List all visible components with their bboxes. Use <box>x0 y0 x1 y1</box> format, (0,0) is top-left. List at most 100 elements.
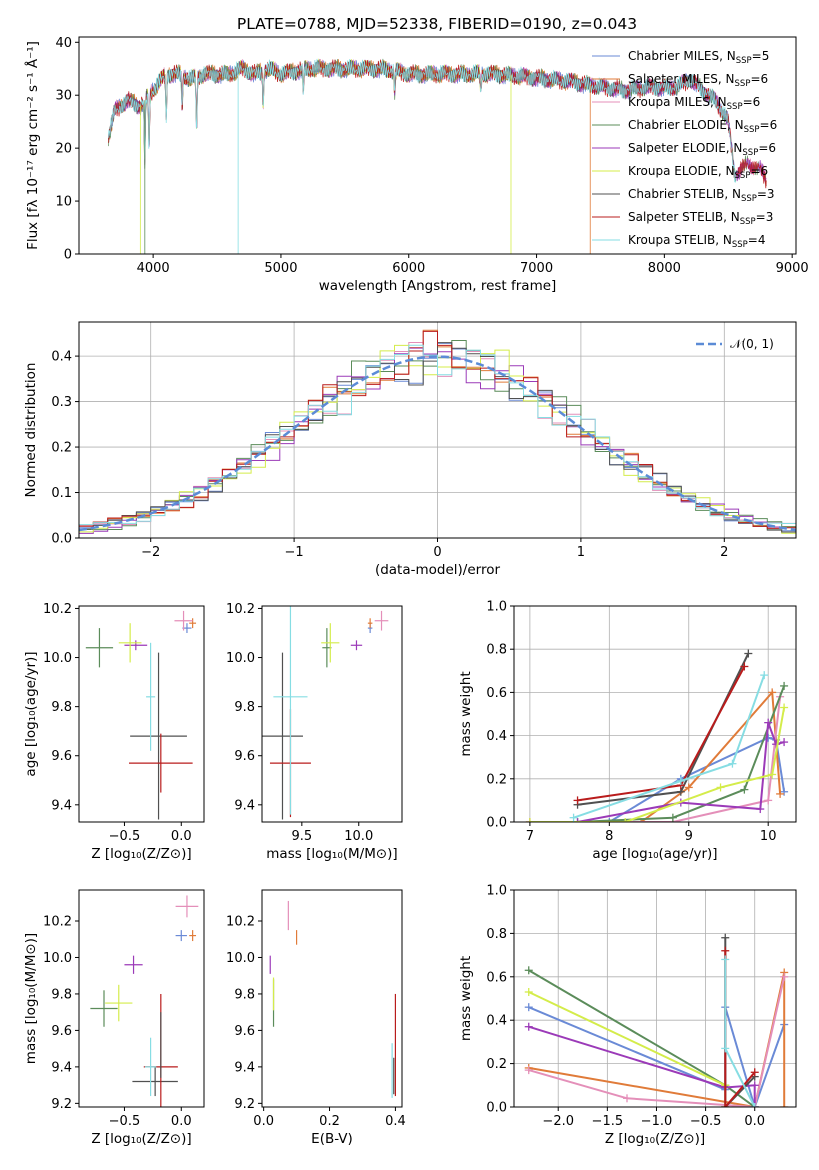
y-tick-label: 20 <box>55 142 72 157</box>
legend: 𝒩(0, 1) <box>696 337 774 351</box>
y-tick-label: 10.0 <box>226 651 255 666</box>
x-axis-label: mass [log₁₀(M/M⊙)] <box>266 846 397 862</box>
plot-area <box>79 329 796 536</box>
series-line <box>529 689 782 822</box>
axes-frame: −0.5 0.0 9.2 9.4 9.6 9.8 10.0 10.2 Z [log₁₀(Z/Z⊙… <box>23 889 205 1147</box>
y-tick-label: 9.4 <box>51 1060 72 1075</box>
y-axis-label: age [log₁₀(age/yr)] <box>23 651 39 776</box>
x-tick-label: 0.0 <box>171 829 192 844</box>
panel-mass-weight-vs-Z: −2.0 −1.5 −1.0 −0.5 0.0 0.0 0.2 0.4 0.6 0.8 1.0 Z [… <box>458 884 797 1147</box>
legend-label: Kroupa ELODIE, N <box>628 164 735 178</box>
legend-entry: Kroupa STELIB, NSSP=4 <box>628 233 766 250</box>
axes-frame: 0.0 0.2 0.4 9.2 9.4 9.6 9.8 10.0 10.2 E(B-V) <box>226 889 406 1147</box>
axes-box <box>513 605 797 823</box>
series-line <box>724 950 756 1107</box>
x-tick-label: 10.0 <box>344 829 373 844</box>
plot-area <box>525 649 789 822</box>
x-tick-label: −0.5 <box>690 1114 722 1129</box>
x-tick-label: 10 <box>760 829 777 844</box>
legend-count: =6 <box>750 72 768 86</box>
axes-box <box>261 605 403 823</box>
legend-entry: 𝒩(0, 1) <box>730 337 774 351</box>
y-tick-label: 0.2 <box>486 1057 507 1072</box>
plot-area <box>108 58 767 254</box>
y-tick-label: 9.6 <box>51 1024 72 1039</box>
legend-entry: Kroupa MILES, NSSP=6 <box>628 95 760 112</box>
x-tick-label: −1.0 <box>641 1114 673 1129</box>
y-tick-label: 9.6 <box>234 749 255 764</box>
axes-box <box>513 889 797 1108</box>
y-tick-label: 0.8 <box>486 643 507 658</box>
y-tick-label: 0.4 <box>51 350 72 365</box>
y-tick-label: 10.2 <box>43 602 72 617</box>
x-tick-label: 0 <box>433 545 441 560</box>
x-tick-label: 0.2 <box>319 1114 340 1129</box>
histogram-step <box>79 330 796 530</box>
y-tick-label: 9.8 <box>51 987 72 1002</box>
y-axis-label: mass weight <box>458 956 474 1041</box>
y-tick-label: 0.0 <box>51 532 72 547</box>
y-tick-label: 9.8 <box>234 987 255 1002</box>
y-tick-label: 30 <box>55 89 72 104</box>
legend-label: Salpeter ELODIE, N <box>628 141 742 155</box>
x-tick-label: 6000 <box>392 261 425 276</box>
legend-subscript: SSP <box>742 148 758 158</box>
y-tick-label: 0.0 <box>486 1101 507 1116</box>
x-tick-label: −2 <box>141 545 160 560</box>
x-axis-label: Z [log₁₀(Z/Z⊙)] <box>91 1131 191 1147</box>
series-line <box>577 666 746 802</box>
series-line <box>577 722 785 822</box>
axes-frame: −0.5 0.0 9.4 9.6 9.8 10.0 10.2 Z [log₁₀(Z/Z⊙)] a… <box>23 602 205 862</box>
legend-count: =3 <box>756 210 774 224</box>
axes-frame: 7 8 9 10 0.0 0.2 0.4 0.6 0.8 1.0 age [log₁₀(age/yr… <box>458 600 797 862</box>
y-tick-label: 9.4 <box>51 798 72 813</box>
legend-entry: Chabrier STELIB, NSSP=3 <box>628 187 775 204</box>
y-tick-label: 1.0 <box>486 600 507 615</box>
y-tick-label: 0.2 <box>51 441 72 456</box>
x-tick-label: 0.0 <box>744 1114 765 1129</box>
legend-label: Chabrier ELODIE, N <box>628 118 744 132</box>
series-line <box>573 674 766 819</box>
legend-count: =6 <box>758 141 776 155</box>
plot-area <box>85 610 197 820</box>
y-tick-label: 0.4 <box>486 1014 507 1029</box>
reference-curve <box>79 355 796 532</box>
y-tick-label: 9.8 <box>51 700 72 715</box>
legend-label: Salpeter MILES, N <box>628 72 735 86</box>
y-axis-label: mass [log₁₀(M/M⊙)] <box>23 933 39 1064</box>
y-tick-label: 0.0 <box>486 816 507 831</box>
x-axis-label: Z [log₁₀(Z/Z⊙)] <box>605 1131 705 1147</box>
y-tick-label: 10.0 <box>43 951 72 966</box>
x-axis-label: (data-model)/error <box>375 562 501 578</box>
x-tick-label: −2.0 <box>542 1114 574 1129</box>
axes-frame: −2.0 −1.5 −1.0 −0.5 0.0 0.0 0.2 0.4 0.6 0.8 1.0 Z [… <box>458 884 797 1147</box>
series-line <box>529 696 782 822</box>
legend-label: Salpeter STELIB, N <box>628 210 740 224</box>
x-tick-label: 0.0 <box>171 1114 192 1129</box>
legend-entry: Salpeter STELIB, NSSP=3 <box>628 210 773 227</box>
legend-entry: Kroupa ELODIE, NSSP=6 <box>628 164 768 181</box>
legend-label: Kroupa STELIB, N <box>628 233 732 247</box>
axes-frame: 9.5 10.0 9.4 9.6 9.8 10.0 10.2 mass [log₁₀(M/M⊙… <box>226 602 403 862</box>
x-tick-label: 4000 <box>137 261 170 276</box>
panel-spectrum: 4000 5000 6000 7000 8000 9000 0 10 20 30 40 wavelen… <box>24 36 809 294</box>
legend-subscript: SSP <box>732 240 748 250</box>
axes-box <box>78 889 205 1108</box>
panel-mass-vs-Z: −0.5 0.0 9.2 9.4 9.6 9.8 10.0 10.2 Z [log₁₀(Z/Z⊙… <box>23 889 205 1147</box>
legend-subscript: SSP <box>736 56 752 66</box>
legend-subscript: SSP <box>741 194 757 204</box>
y-tick-label: 1.0 <box>486 884 507 899</box>
x-tick-label: −1.5 <box>592 1114 624 1129</box>
y-tick-label: 9.2 <box>51 1097 72 1112</box>
y-tick-label: 0.1 <box>51 486 72 501</box>
x-tick-label: 9.5 <box>291 829 312 844</box>
y-tick-label: 9.4 <box>234 798 255 813</box>
legend-label: Kroupa MILES, N <box>628 95 727 109</box>
x-tick-label: 0.4 <box>385 1114 406 1129</box>
legend-subscript: SSP <box>744 125 760 135</box>
legend-count: =6 <box>750 164 768 178</box>
x-tick-label: 1 <box>577 545 585 560</box>
axes-box <box>78 605 205 823</box>
x-tick-label: −0.5 <box>109 1114 141 1129</box>
